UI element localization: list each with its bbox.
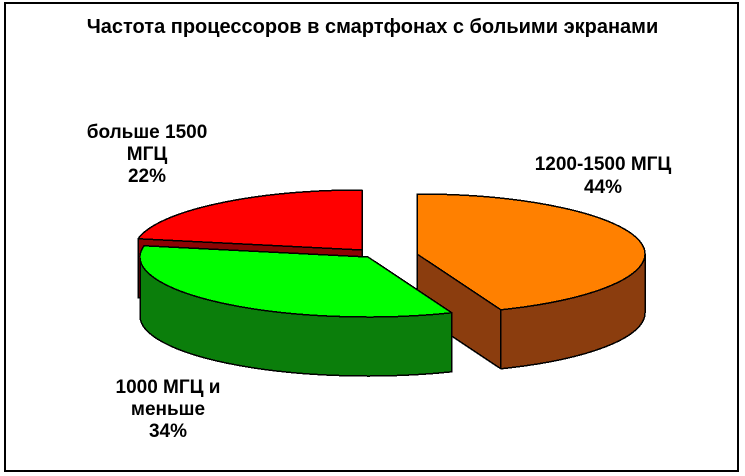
pie-slice-1000-mhz-or-less-top: [139, 245, 453, 318]
pie-slice-over-1500-mhz-top: [137, 189, 363, 251]
pie-slice-1200-1500-mhz-top: [416, 193, 646, 311]
slice-label-1200-1500-mhz: 1200-1500 МГЦ 44%: [534, 154, 672, 198]
chart-border: [4, 2, 739, 472]
chart-title: Частота процессоров в смартфонах с больи…: [86, 16, 659, 38]
slice-label-over-1500-mhz: больше 1500 МГЦ 22%: [86, 122, 208, 187]
slice-label-1000-mhz-or-less: 1000 МГЦ и меньше 34%: [115, 377, 221, 442]
